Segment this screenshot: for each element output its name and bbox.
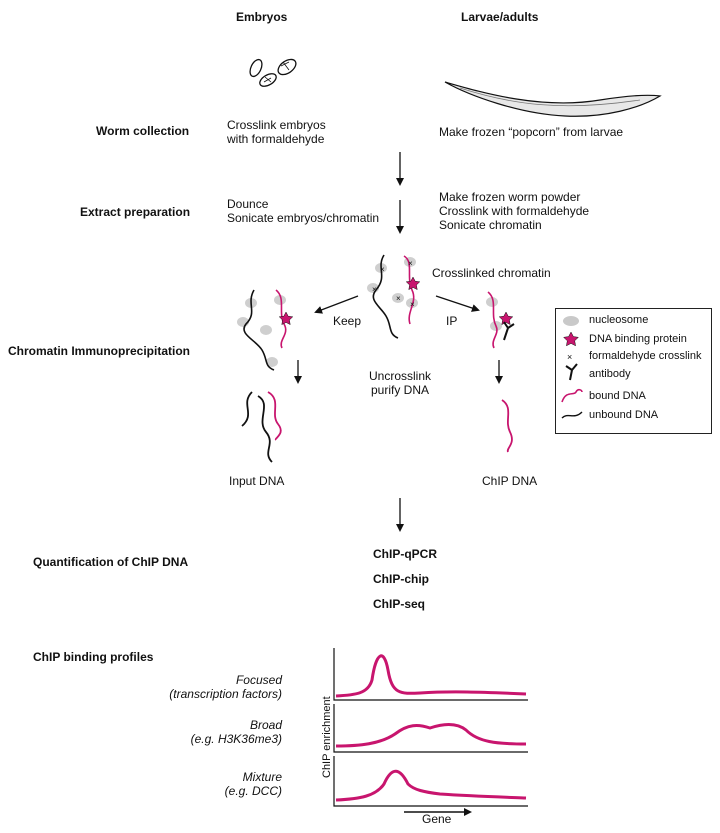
legend bbox=[555, 308, 712, 434]
embryo-collection-line-1: Crosslink embryos bbox=[227, 118, 326, 132]
profile-broad-name: Broad bbox=[249, 718, 282, 732]
profile-broad-curve bbox=[335, 723, 527, 748]
input-dna-icon bbox=[241, 391, 282, 463]
crosslinked-chromatin-icon: × × × × × bbox=[367, 254, 421, 339]
antibody-icon bbox=[565, 363, 578, 381]
dna-binding-protein-icon bbox=[563, 331, 579, 347]
legend-label-antibody: antibody bbox=[589, 368, 631, 380]
chip-dna-label: ChIP DNA bbox=[482, 474, 538, 488]
crosslink-icon: × bbox=[567, 352, 572, 362]
legend-label-crosslink: formaldehyde crosslink bbox=[589, 350, 702, 362]
uncrosslink-line-2: purify DNA bbox=[370, 383, 429, 397]
step-quantification: Quantification of ChIP DNA bbox=[33, 555, 189, 569]
ip-chromatin-icon bbox=[486, 291, 515, 349]
embryo-collection-line-2: with formaldehyde bbox=[227, 132, 325, 146]
embryo-extract-line-2: Sonicate embryos/chromatin bbox=[227, 211, 380, 225]
larvae-extract-line-1: Make frozen worm powder bbox=[439, 190, 581, 204]
embryos-icon bbox=[249, 58, 297, 87]
svg-text:×: × bbox=[372, 285, 377, 294]
legend-icons: × bbox=[561, 316, 583, 419]
profile-focused-name: Focused bbox=[235, 673, 282, 687]
larvae-header: Larvae/adults bbox=[461, 10, 539, 24]
svg-text:×: × bbox=[396, 294, 401, 303]
keep-label: Keep bbox=[333, 314, 362, 328]
svg-text:×: × bbox=[410, 300, 415, 309]
profile-broad-example: (e.g. H3K36me3) bbox=[190, 732, 282, 746]
profile-mixture-name: Mixture bbox=[242, 770, 282, 784]
profile-focused-curve bbox=[335, 654, 527, 698]
step-worm-collection: Worm collection bbox=[96, 124, 190, 138]
gene-axis-label: Gene bbox=[422, 812, 452, 826]
ip-label: IP bbox=[446, 314, 458, 328]
step-binding-profiles: ChIP binding profiles bbox=[33, 650, 154, 664]
worm-icon bbox=[444, 81, 662, 117]
legend-label-unbound-dna: unbound DNA bbox=[589, 409, 659, 421]
kept-chromatin-icon bbox=[237, 289, 294, 371]
legend-label-bound-dna: bound DNA bbox=[589, 390, 646, 402]
larvae-collection-line-1: Make frozen “popcorn” from larvae bbox=[439, 125, 624, 139]
ip-arrow bbox=[435, 295, 480, 312]
uncrosslink-line-1: Uncrosslink bbox=[368, 369, 431, 383]
profile-focused-example: (transcription factors) bbox=[169, 687, 282, 701]
embryo-extract-line-1: Dounce bbox=[227, 197, 269, 211]
bound-dna-icon bbox=[561, 388, 583, 403]
unbound-dna-icon bbox=[561, 411, 583, 419]
keep-arrow bbox=[314, 295, 359, 314]
legend-label-nucleosome: nucleosome bbox=[589, 314, 649, 326]
larvae-extract-line-3: Sonicate chromatin bbox=[439, 218, 542, 232]
legend-label-dna-binding-protein: DNA binding protein bbox=[589, 333, 687, 345]
profile-mixture-example: (e.g. DCC) bbox=[224, 784, 282, 798]
embryos-header: Embryos bbox=[236, 10, 288, 24]
input-dna-label: Input DNA bbox=[229, 474, 285, 488]
crosslinked-chromatin-label: Crosslinked chromatin bbox=[432, 266, 551, 280]
profile-mixture-curve bbox=[335, 769, 527, 802]
step-chromatin-ip: Chromatin Immunoprecipitation bbox=[8, 344, 191, 358]
svg-text:×: × bbox=[380, 265, 385, 274]
method-chip-qpcr: ChIP-qPCR bbox=[373, 547, 437, 561]
step-extract-preparation: Extract preparation bbox=[80, 205, 191, 219]
method-chip-chip: ChIP-chip bbox=[373, 572, 429, 586]
profiles-frame bbox=[333, 648, 528, 807]
method-chip-seq: ChIP-seq bbox=[373, 597, 426, 611]
nucleosome-icon bbox=[563, 316, 579, 326]
chip-dna-icon bbox=[501, 399, 513, 453]
svg-text:×: × bbox=[408, 259, 413, 268]
larvae-extract-line-2: Crosslink with formaldehyde bbox=[439, 204, 590, 218]
